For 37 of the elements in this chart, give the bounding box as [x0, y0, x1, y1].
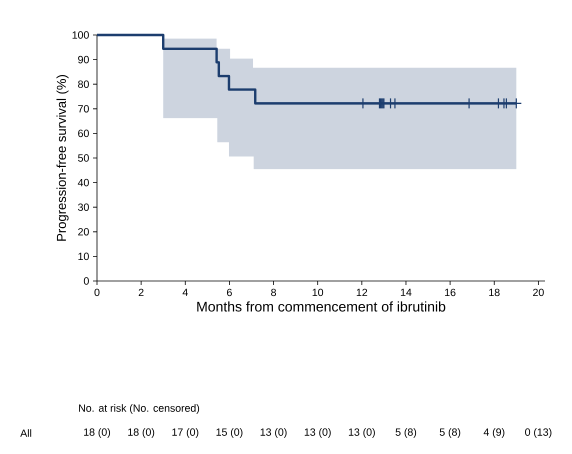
- text: No. at risk (No. censored): [79, 404, 200, 414]
- text: 5 (8): [396, 428, 416, 438]
- text: 5 (8): [440, 428, 460, 438]
- y-tick-label: 10: [78, 252, 89, 260]
- x-tick-label: 8: [271, 288, 276, 296]
- text: 18 (0): [84, 428, 110, 438]
- y-tick-label: 30: [78, 203, 89, 211]
- text: 17 (0): [172, 428, 198, 438]
- x-tick-label: 12: [356, 288, 368, 296]
- y-tick-label: 50: [78, 154, 89, 162]
- text: 13 (0): [304, 428, 331, 438]
- x-tick-label: 16: [445, 288, 456, 296]
- y-tick-label: 40: [78, 178, 89, 186]
- x-tick-label: 4: [182, 288, 188, 296]
- x-tick-label: 10: [312, 288, 324, 296]
- y-axis-title: Progression-free survival (%): [56, 75, 69, 241]
- text: 13 (0): [260, 428, 287, 438]
- text: 15 (0): [216, 428, 242, 438]
- y-tick-label: 70: [78, 105, 89, 113]
- y-tick-label: 60: [78, 130, 89, 138]
- text: 4 (9): [484, 428, 504, 438]
- text: 13 (0): [348, 428, 375, 438]
- y-tick-label: 90: [78, 56, 89, 64]
- y-tick-label: 20: [78, 228, 89, 236]
- x-tick-label: 20: [533, 288, 544, 296]
- x-tick-label: 2: [138, 288, 144, 296]
- text: All: [20, 429, 32, 437]
- y-tick-label: 80: [78, 80, 89, 88]
- x-tick-label: 14: [400, 288, 412, 296]
- x-tick-label: 18: [489, 288, 500, 296]
- text: 18 (0): [128, 428, 154, 438]
- y-tick-label: 100: [72, 31, 89, 39]
- x-axis-title: Months from commencement of ibrutinib: [197, 301, 446, 312]
- x-tick-label: 0: [94, 288, 100, 296]
- y-tick-label: 0: [84, 277, 89, 285]
- x-tick-label: 6: [227, 288, 232, 296]
- text: 0 (13): [525, 428, 552, 438]
